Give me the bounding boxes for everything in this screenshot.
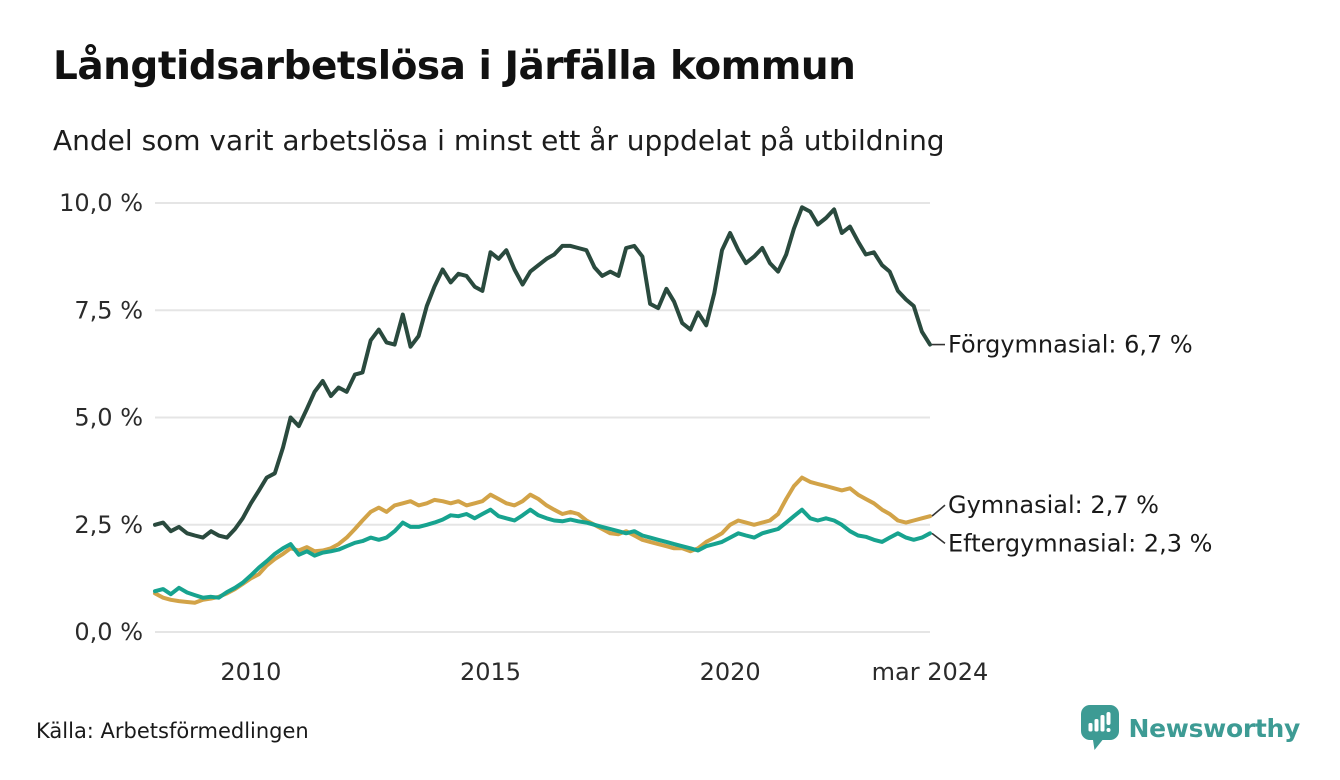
label-connector bbox=[931, 504, 946, 517]
label-connector bbox=[931, 532, 946, 544]
x-tick-label: mar 2024 bbox=[872, 658, 989, 686]
y-tick-label: 7,5 % bbox=[74, 296, 143, 324]
line-frgymnasial bbox=[153, 205, 932, 540]
newsworthy-wordmark: Newsworthy bbox=[1128, 713, 1301, 743]
x-tick-label: 2015 bbox=[460, 658, 521, 686]
y-tick-label: 0,0 % bbox=[74, 618, 143, 646]
chart-title: Långtidsarbetslösa i Järfälla kommun bbox=[53, 44, 856, 89]
x-tick-label: 2020 bbox=[700, 658, 761, 686]
source-note: Källa: Arbetsförmedlingen bbox=[36, 719, 309, 743]
line-eftergymnasial bbox=[153, 507, 932, 600]
newsworthy-badge-icon bbox=[1080, 705, 1119, 750]
y-tick-label: 2,5 % bbox=[74, 511, 143, 539]
line-gymnasial bbox=[153, 475, 932, 605]
y-tick-label: 10,0 % bbox=[59, 189, 143, 217]
newsworthy-logo: Newsworthy bbox=[1080, 704, 1301, 752]
x-tick-label: 2010 bbox=[220, 658, 281, 686]
series-end-label: Förgymnasial: 6,7 % bbox=[948, 331, 1193, 359]
series-end-label: Gymnasial: 2,7 % bbox=[948, 491, 1159, 519]
y-tick-label: 5,0 % bbox=[74, 404, 143, 432]
chart-subtitle: Andel som varit arbetslösa i minst ett å… bbox=[53, 124, 945, 157]
series-end-label: Eftergymnasial: 2,3 % bbox=[948, 529, 1212, 557]
